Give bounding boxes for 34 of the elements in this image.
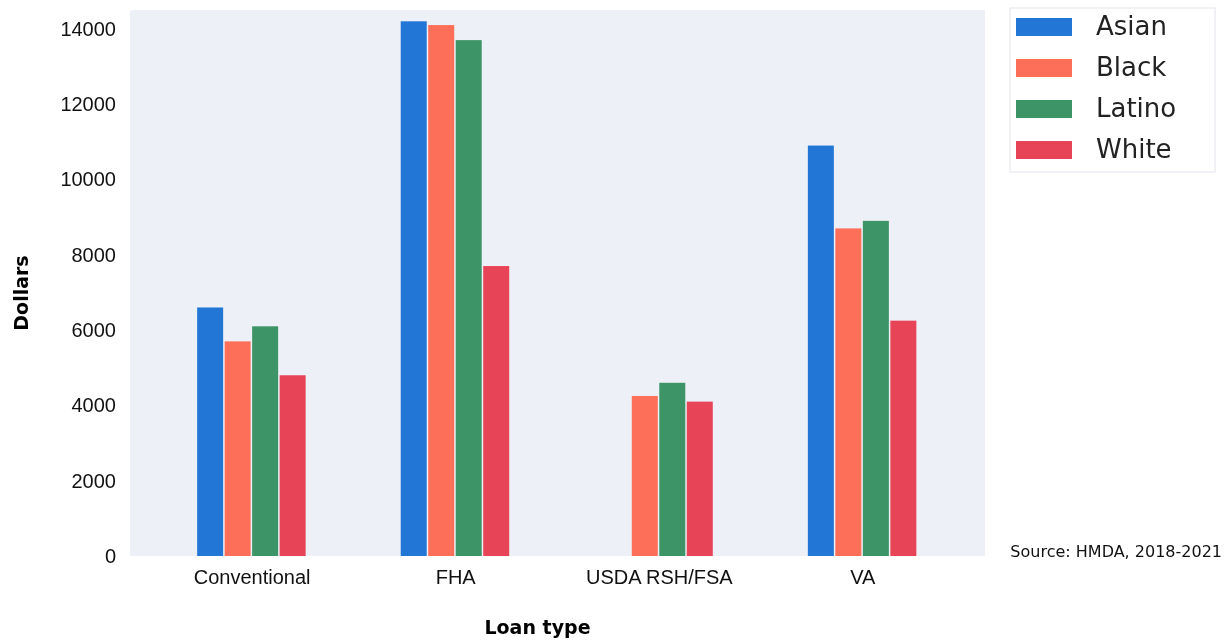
bar [631,395,658,556]
bar [890,320,917,556]
y-tick-label: 4000 [71,394,116,417]
y-tick-label: 12000 [60,93,116,116]
y-tick-label: 2000 [71,469,116,492]
source-note: Source: HMDA, 2018-2021 [1010,542,1222,561]
bar [686,401,713,556]
x-axis-title: Loan type [484,616,591,638]
y-tick-label: 8000 [71,243,116,266]
y-axis-title: Dollars [10,255,32,331]
legend-label: Black [1096,52,1167,82]
bar [455,40,482,556]
legend-label: Asian [1096,11,1167,41]
bar [279,375,306,556]
bar [862,220,889,556]
x-tick-label: Conventional [193,566,311,589]
bar [197,307,224,556]
x-tick-label: USDA RSH/FSA [585,566,734,589]
bar [428,25,455,556]
y-tick-label: 10000 [60,168,116,191]
y-tick-label: 0 [104,544,116,567]
bar [400,21,427,556]
y-tick-label: 14000 [60,17,116,40]
bar [224,341,251,556]
y-tick-label: 6000 [71,318,116,341]
legend-label: White [1096,134,1172,164]
bar [835,228,862,556]
x-tick-label: VA [850,566,877,589]
legend-label: Latino [1096,93,1177,123]
bar [807,145,834,556]
bar [252,326,279,556]
bar [483,266,510,556]
x-tick-label: FHA [435,566,477,589]
bar [659,382,686,556]
